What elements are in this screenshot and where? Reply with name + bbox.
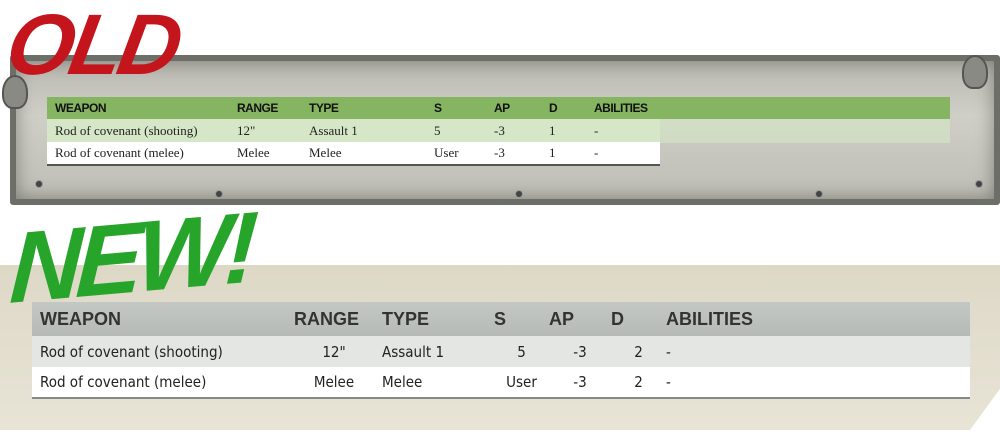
cell-s: 5 — [434, 119, 494, 142]
cell-d: 1 — [549, 142, 594, 166]
header-s: S — [434, 97, 494, 119]
cell-weapon: Rod of covenant (shooting) — [32, 336, 294, 367]
table-header-row: WEAPON RANGE TYPE S AP D ABILITIES — [47, 97, 660, 119]
header-type: TYPE — [309, 97, 434, 119]
cell-weapon: Rod of covenant (melee) — [47, 142, 237, 166]
header-weapon: WEAPON — [32, 302, 294, 336]
cell-type: Melee — [309, 142, 434, 166]
table-row: Rod of covenant (melee) Melee Melee User… — [32, 367, 970, 399]
cell-ap: -3 — [549, 336, 611, 367]
header-ap: AP — [549, 302, 611, 336]
table-row: Rod of covenant (shooting) 12" Assault 1… — [47, 119, 660, 142]
rivet — [816, 191, 822, 197]
header-s: S — [494, 302, 549, 336]
cell-ap: -3 — [494, 142, 549, 166]
rivet — [36, 181, 42, 187]
cell-ap: -3 — [549, 367, 611, 399]
cell-type: Assault 1 — [309, 119, 434, 142]
cell-abilities: - — [666, 367, 970, 399]
header-d: D — [549, 97, 594, 119]
skull-ornament-icon — [2, 75, 28, 109]
cell-abilities: - — [594, 119, 660, 142]
new-label: NEW! — [7, 190, 256, 326]
cell-abilities: - — [666, 336, 970, 367]
cell-s: User — [434, 142, 494, 166]
rivet — [976, 181, 982, 187]
table-header-row: WEAPON RANGE TYPE S AP D ABILITIES — [32, 302, 970, 336]
old-header-extension — [660, 97, 950, 119]
skull-ornament-icon — [962, 55, 988, 89]
cell-range: Melee — [294, 367, 374, 399]
table-row: Rod of covenant (melee) Melee Melee User… — [47, 142, 660, 166]
new-weapon-table: WEAPON RANGE TYPE S AP D ABILITIES Rod o… — [32, 302, 970, 399]
cell-range: Melee — [237, 142, 309, 166]
cell-weapon: Rod of covenant (shooting) — [47, 119, 237, 142]
cell-d: 2 — [611, 367, 666, 399]
rivet — [516, 191, 522, 197]
table-row: Rod of covenant (shooting) 12" Assault 1… — [32, 336, 970, 367]
header-type: TYPE — [374, 302, 494, 336]
cell-range: 12" — [294, 336, 374, 367]
header-abilities: ABILITIES — [594, 97, 660, 119]
old-label: OLD — [0, 0, 187, 93]
cell-s: User — [494, 367, 549, 399]
header-d: D — [611, 302, 666, 336]
cell-s: 5 — [494, 336, 549, 367]
old-weapon-table: WEAPON RANGE TYPE S AP D ABILITIES Rod o… — [47, 97, 660, 166]
header-range: RANGE — [294, 302, 374, 336]
cell-d: 2 — [611, 336, 666, 367]
cell-abilities: - — [594, 142, 660, 166]
rivet — [216, 191, 222, 197]
header-range: RANGE — [237, 97, 309, 119]
cell-d: 1 — [549, 119, 594, 142]
header-ap: AP — [494, 97, 549, 119]
old-row-extension — [660, 119, 950, 143]
cell-weapon: Rod of covenant (melee) — [32, 367, 294, 399]
header-abilities: ABILITIES — [666, 302, 970, 336]
header-weapon: WEAPON — [47, 97, 237, 119]
cell-range: 12" — [237, 119, 309, 142]
cell-type: Assault 1 — [374, 336, 494, 367]
cell-ap: -3 — [494, 119, 549, 142]
cell-type: Melee — [374, 367, 494, 399]
